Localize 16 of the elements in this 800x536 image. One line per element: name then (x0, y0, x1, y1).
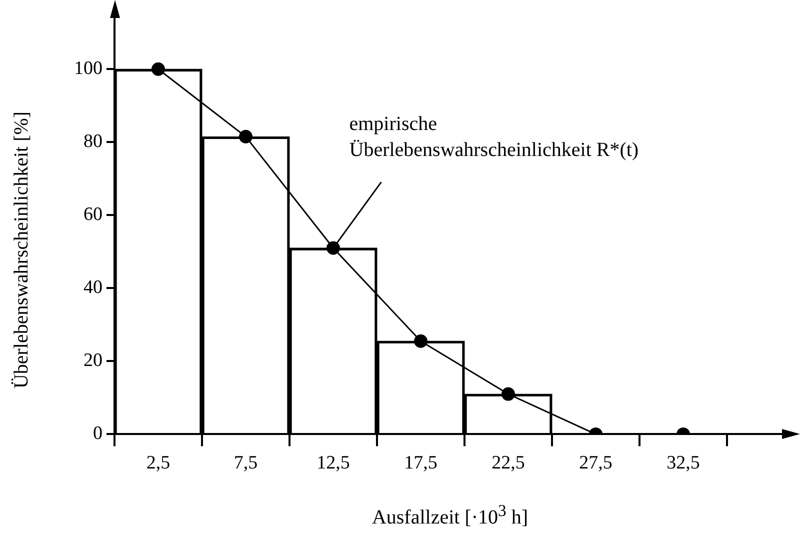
x-tick-label: 2,5 (146, 452, 170, 474)
x-tick-label: 32,5 (666, 452, 700, 474)
x-tick-label: 17,5 (404, 452, 438, 474)
y-tick-label: 100 (74, 58, 102, 80)
y-tick-label: 0 (93, 423, 102, 444)
x-axis-title: Ausfallzeit [·10$^{3}$ h] (370, 501, 530, 530)
y-tick-label: 20 (84, 350, 102, 372)
x-tick-label: 7,5 (234, 452, 258, 474)
y-tick-label: 40 (84, 277, 102, 298)
y-tick-label: 80 (84, 131, 102, 152)
annotation: empirische Überlebenswahrscheinlichkeit R*(t) (349, 113, 639, 162)
x-tick-label: 22,5 (492, 452, 525, 474)
y-tick-label: 60 (84, 204, 102, 226)
y-axis-title: Überlebenswahrscheinlichkeit [%] (10, 111, 34, 389)
x-tick-label: 12,5 (316, 452, 350, 474)
x-tick-label: 27,5 (579, 452, 612, 474)
